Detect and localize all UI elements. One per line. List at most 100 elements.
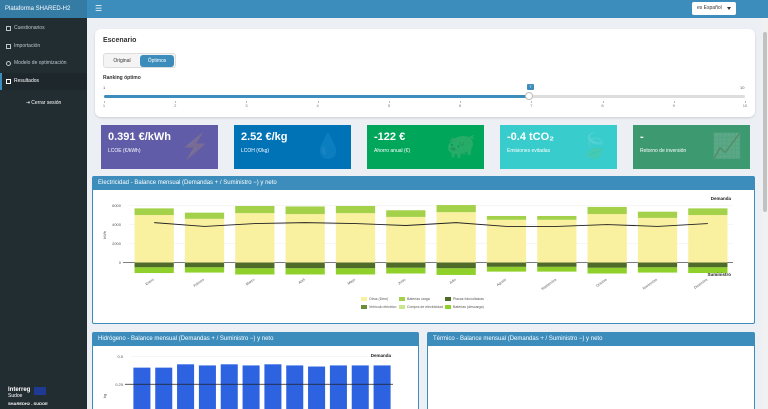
legend-label: Vehículo eléctrico	[369, 305, 397, 309]
legend-swatch	[361, 297, 367, 301]
bar	[351, 365, 369, 409]
bar	[133, 367, 151, 409]
bar-segment	[134, 215, 174, 263]
logo-line1: Interreg	[8, 387, 31, 393]
sidebar-item-label: Importación	[14, 42, 41, 49]
kpi-label: Ahorro anual (€)	[374, 148, 411, 154]
x-tick-label: Junio	[397, 278, 406, 286]
slider-fill	[104, 95, 529, 98]
bar	[242, 365, 260, 409]
bar	[177, 364, 195, 409]
legend-item: Baterías (descarga)	[445, 305, 489, 309]
sidebar-item-label: Modelo de optimización	[14, 60, 67, 66]
bar-segment	[386, 267, 426, 274]
x-tick-label: Mayo	[347, 278, 356, 286]
slider-tick-label: 5	[387, 103, 390, 108]
kpi-value: -0.4 tCO₂	[507, 131, 555, 143]
bar-segment	[184, 262, 225, 268]
legend-label: Otros (Dem)	[369, 297, 389, 301]
sidebar-item-resultados[interactable]: Resultados	[0, 72, 87, 90]
legend-item: Vehículo eléctrico	[361, 305, 399, 309]
y-axis-label: kg	[102, 394, 107, 398]
bar-segment	[285, 206, 325, 215]
legend-swatch	[399, 297, 405, 301]
slider-tick	[317, 101, 319, 103]
bar-segment	[134, 267, 174, 274]
legend-label: Compra de electricidad	[407, 305, 443, 309]
x-tick-label: Abril	[298, 277, 306, 284]
bar-segment	[134, 208, 174, 216]
bar-segment	[235, 268, 275, 275]
list-icon	[6, 26, 11, 32]
y-tick-label: 6000	[112, 203, 122, 208]
legend-swatch	[445, 305, 451, 309]
x-tick-label: Febrero	[193, 278, 205, 288]
y-tick-label: 0.25	[115, 382, 124, 387]
sidebar-item-modelo[interactable]: Modelo de optimización	[0, 55, 87, 73]
x-tick-label: Diciembre	[693, 278, 708, 290]
electricity-chart-title: Electricidad - Balance mensual (Demandas…	[93, 177, 754, 190]
bar	[286, 365, 304, 409]
bar-segment	[386, 210, 426, 217]
electricity-chart: 0 2000 4000 6000 kWh Enero Febrero Marzo Abril Ma…	[102, 196, 733, 292]
slider-tick	[246, 101, 248, 103]
legend-label: Baterías (descarga)	[453, 305, 484, 309]
slider-tick	[175, 101, 177, 103]
bar-segment	[637, 267, 678, 273]
slider-tick	[673, 101, 675, 103]
scenario-panel: Escenario Original Óptimos Ranking óptim…	[95, 29, 755, 117]
bar-segment	[285, 268, 325, 275]
electricity-legend: Otros (Dem) Baterías carga Placas fotovolt…	[361, 297, 489, 309]
piggy-bank-icon: 🐖	[446, 133, 476, 160]
logout-button[interactable]: ⇥ Cerrar sesión	[0, 94, 87, 112]
language-dropdown[interactable]: es Español	[692, 2, 736, 15]
x-tick-label: Marzo	[245, 278, 255, 287]
slider-tick-label: 1	[102, 103, 106, 108]
sidebar-item-importacion[interactable]: Importación	[0, 38, 87, 56]
tab-original[interactable]: Original	[113, 58, 131, 64]
kpi-value: 0.391 €/kWh	[108, 131, 171, 143]
bar-segment	[235, 205, 275, 214]
top-navbar: ☰ es Español	[87, 0, 768, 18]
bar-segment	[688, 215, 728, 263]
bar-segment	[285, 214, 325, 263]
sidebar-item-label: Cuestionarios	[14, 25, 45, 31]
slider-tick	[745, 101, 746, 103]
bar	[329, 365, 347, 409]
slider-tick-label: 4	[316, 103, 319, 108]
bar-segment	[688, 267, 728, 274]
tab-optimos[interactable]: Óptimos	[140, 55, 174, 67]
app-title: Plataforma SHARED-H2	[0, 0, 87, 18]
line-chart-icon: 📈	[712, 133, 742, 160]
kpi-box: 0.391 €/kWh LCOE (€/kWh) ⚡	[101, 125, 218, 169]
hamburger-menu-icon[interactable]: ☰	[95, 4, 103, 13]
legend-item: Compra de electricidad	[399, 305, 445, 309]
net-line	[154, 222, 708, 227]
kpi-box: - Retorno de inversión 📈	[633, 125, 750, 169]
kpi-label: Emisiones evitadas	[507, 148, 551, 154]
bar-segment	[386, 262, 426, 268]
slider-tick-label: 6	[458, 103, 462, 108]
legend-item: Placas fotovoltaicas	[445, 297, 489, 301]
bar-segment	[486, 262, 527, 267]
slider-tick	[460, 101, 462, 103]
slider-handle[interactable]	[525, 92, 533, 100]
bar	[264, 364, 282, 409]
legend-item: Otros (Dem)	[361, 297, 399, 301]
sidebar-item-cuestionarios[interactable]: Cuestionarios	[0, 20, 87, 38]
file-icon	[6, 43, 11, 49]
kpi-value: 2.52 €/kg	[241, 131, 288, 143]
page-scrollbar[interactable]	[762, 18, 768, 409]
bar	[308, 366, 326, 409]
hydrogen-chart-title: Hidrógeno - Balance mensual (Demandas + …	[93, 333, 418, 346]
bar	[155, 367, 173, 409]
bar-segment	[688, 262, 728, 268]
kpi-label: LCOH (€/kg)	[241, 148, 270, 154]
interreg-logo: Interreg Sudoe SHAREDH2 - SUDOE	[8, 387, 80, 406]
x-tick-label: Septiembre	[540, 278, 557, 292]
kpi-value: -	[640, 131, 644, 143]
legend-item: Baterías carga	[399, 297, 445, 301]
bar-segment	[436, 268, 476, 275]
bar-segment	[587, 214, 627, 263]
scrollbar-thumb[interactable]	[763, 32, 767, 212]
